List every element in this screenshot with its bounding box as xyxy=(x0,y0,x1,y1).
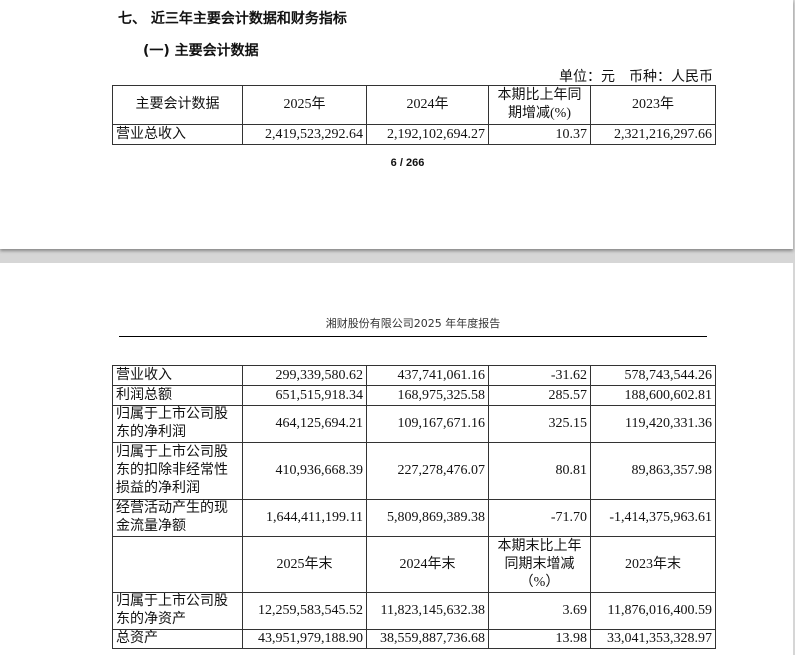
cell-value: 80.81 xyxy=(488,442,591,500)
cell-value: 325.15 xyxy=(488,405,591,443)
running-header: 湘财股份有限公司2025 年年度报告 xyxy=(325,317,501,330)
page-number: 6 / 266 xyxy=(390,157,425,169)
cell-value: 89,863,357.98 xyxy=(590,442,716,500)
header-cell: 主要会计数据 xyxy=(112,85,243,125)
cell-value: 119,420,331.36 xyxy=(590,405,716,443)
header-rule xyxy=(119,336,707,337)
header-cell: 2025年 xyxy=(242,85,367,125)
cell-value: 2023年末 xyxy=(590,536,716,593)
row-label: 经营活动产生的现金流量净额 xyxy=(112,499,243,537)
cell-value: 2,192,102,694.27 xyxy=(366,124,489,145)
section-title: 七、 近三年主要会计数据和财务指标 xyxy=(118,11,347,27)
cell-value: 2025年末 xyxy=(242,536,367,593)
row-label: 归属于上市公司股东的净资产 xyxy=(112,592,243,630)
cell-value: 10.37 xyxy=(488,124,591,145)
row-label: 营业总收入 xyxy=(112,124,243,145)
cell-value: 5,809,869,389.38 xyxy=(366,499,489,537)
cell-value: 2,321,216,297.66 xyxy=(590,124,716,145)
cell-value: 651,515,918.34 xyxy=(242,385,367,406)
table-row: 经营活动产生的现金流量净额 1,644,411,199.11 5,809,869,3… xyxy=(112,499,716,537)
accounting-data-table: 主要会计数据 2025年 2024年 本期比上年同期增减(%) 2023年 营业… xyxy=(112,85,716,145)
header-cell: 本期比上年同期增减(%) xyxy=(488,85,591,125)
cell-value: 299,339,580.62 xyxy=(242,365,367,386)
table-row: 总资产 43,951,979,188.90 38,559,887,736.68 13.… xyxy=(112,629,716,649)
table-row: 营业总收入 2,419,523,292.64 2,192,102,694.27 … xyxy=(112,124,716,145)
accounting-data-table-continued: 营业收入 299,339,580.62 437,741,061.16 -31.62 57… xyxy=(112,365,716,649)
cell-value: 168,975,325.58 xyxy=(366,385,489,406)
table-row: 归属于上市公司股东的扣除非经常性损益的净利润 410,936,668.39 227,… xyxy=(112,442,716,500)
cell-value: 227,278,476.07 xyxy=(366,442,489,500)
row-label: 归属于上市公司股东的净利润 xyxy=(112,405,243,443)
row-label xyxy=(112,536,243,593)
row-label: 利润总额 xyxy=(112,385,243,406)
unit-note: 单位：元 币种：人民币 xyxy=(559,70,713,85)
cell-value: 12,259,583,545.52 xyxy=(242,592,367,630)
cell-value: 437,741,061.16 xyxy=(366,365,489,386)
cell-value: -71.70 xyxy=(488,499,591,537)
pdf-page-6: 七、 近三年主要会计数据和财务指标 (一) 主要会计数据 单位：元 币种：人民币… xyxy=(0,0,793,249)
cell-value: 578,743,544.26 xyxy=(590,365,716,386)
subsection-title: (一) 主要会计数据 xyxy=(143,43,259,59)
cell-value: 2024年末 xyxy=(366,536,489,593)
table-header-row: 2025年末 2024年末 本期末比上年同期末增减（%） 2023年末 xyxy=(112,536,716,593)
cell-value: 1,644,411,199.11 xyxy=(242,499,367,537)
pdf-page-7: 湘财股份有限公司2025 年年度报告 营业收入 299,339,580.62 437… xyxy=(0,263,793,655)
row-label: 归属于上市公司股东的扣除非经常性损益的净利润 xyxy=(112,442,243,500)
cell-value: 43,951,979,188.90 xyxy=(242,629,367,649)
cell-value: 188,600,602.81 xyxy=(590,385,716,406)
cell-value: 38,559,887,736.68 xyxy=(366,629,489,649)
cell-value: 11,876,016,400.59 xyxy=(590,592,716,630)
cell-value: 464,125,694.21 xyxy=(242,405,367,443)
cell-value: 13.98 xyxy=(488,629,591,649)
cell-value: -31.62 xyxy=(488,365,591,386)
cell-value: 285.57 xyxy=(488,385,591,406)
table-row: 利润总额 651,515,918.34 168,975,325.58 285.57 18… xyxy=(112,385,716,406)
header-cell: 2023年 xyxy=(590,85,716,125)
cell-value: -1,414,375,963.61 xyxy=(590,499,716,537)
cell-value: 3.69 xyxy=(488,592,591,630)
table-header-row: 主要会计数据 2025年 2024年 本期比上年同期增减(%) 2023年 xyxy=(112,85,716,125)
row-label: 营业收入 xyxy=(112,365,243,386)
cell-value: 410,936,668.39 xyxy=(242,442,367,500)
table-row: 归属于上市公司股东的净资产 12,259,583,545.52 11,823,145… xyxy=(112,592,716,630)
cell-value: 本期末比上年同期末增减（%） xyxy=(488,536,591,593)
cell-value: 11,823,145,632.38 xyxy=(366,592,489,630)
cell-value: 33,041,353,328.97 xyxy=(590,629,716,649)
cell-value: 2,419,523,292.64 xyxy=(242,124,367,145)
table-row: 归属于上市公司股东的净利润 464,125,694.21 109,167,671.1… xyxy=(112,405,716,443)
table-row: 营业收入 299,339,580.62 437,741,061.16 -31.62 57… xyxy=(112,365,716,386)
cell-value: 109,167,671.16 xyxy=(366,405,489,443)
header-cell: 2024年 xyxy=(366,85,489,125)
row-label: 总资产 xyxy=(112,629,243,649)
